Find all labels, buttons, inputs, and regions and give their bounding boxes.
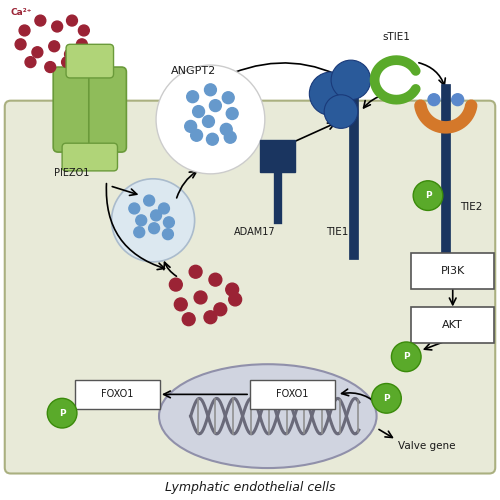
Circle shape	[228, 293, 241, 306]
Circle shape	[331, 60, 370, 100]
Circle shape	[224, 132, 236, 143]
Circle shape	[170, 278, 182, 291]
Circle shape	[66, 15, 78, 26]
Circle shape	[134, 227, 144, 237]
Circle shape	[220, 124, 232, 136]
Circle shape	[310, 72, 353, 116]
Circle shape	[35, 15, 46, 26]
Circle shape	[62, 56, 72, 68]
FancyBboxPatch shape	[250, 380, 335, 409]
FancyBboxPatch shape	[53, 67, 91, 152]
Circle shape	[222, 92, 234, 104]
Text: ANGPT2: ANGPT2	[171, 66, 216, 76]
Circle shape	[214, 303, 227, 316]
Text: Valve gene: Valve gene	[398, 441, 456, 451]
Text: P: P	[424, 191, 432, 200]
Circle shape	[413, 181, 443, 210]
Text: Ca²⁺: Ca²⁺	[10, 8, 32, 16]
Text: FOXO1: FOXO1	[102, 390, 134, 400]
Circle shape	[48, 398, 77, 428]
Text: P: P	[59, 408, 66, 418]
Circle shape	[144, 195, 154, 206]
Text: sTIE1: sTIE1	[382, 32, 410, 42]
Circle shape	[226, 108, 238, 120]
Circle shape	[190, 130, 202, 141]
Circle shape	[158, 203, 170, 214]
FancyBboxPatch shape	[260, 140, 296, 172]
Circle shape	[204, 311, 217, 324]
Circle shape	[150, 210, 162, 221]
Text: PI3K: PI3K	[440, 266, 465, 276]
Circle shape	[76, 39, 88, 50]
FancyBboxPatch shape	[62, 143, 118, 171]
Circle shape	[15, 39, 26, 50]
Circle shape	[189, 266, 202, 278]
Circle shape	[25, 56, 36, 68]
Circle shape	[452, 94, 464, 106]
Circle shape	[202, 116, 214, 128]
Text: AKT: AKT	[442, 320, 463, 330]
Circle shape	[19, 25, 30, 36]
Circle shape	[156, 65, 265, 174]
Circle shape	[192, 106, 204, 118]
Text: P: P	[403, 352, 409, 362]
FancyBboxPatch shape	[66, 44, 114, 78]
Text: TIE1: TIE1	[326, 227, 348, 237]
Text: PIEZO1: PIEZO1	[54, 168, 90, 178]
FancyBboxPatch shape	[411, 253, 494, 288]
Circle shape	[45, 62, 56, 72]
Circle shape	[49, 41, 59, 51]
Circle shape	[194, 291, 207, 304]
Circle shape	[136, 215, 146, 226]
Circle shape	[206, 134, 218, 145]
Circle shape	[52, 21, 62, 32]
Circle shape	[428, 94, 440, 106]
Circle shape	[372, 384, 402, 413]
FancyBboxPatch shape	[411, 308, 494, 343]
Circle shape	[324, 94, 358, 128]
Circle shape	[162, 228, 173, 239]
Circle shape	[32, 47, 43, 58]
Text: P: P	[383, 394, 390, 403]
Circle shape	[184, 120, 196, 132]
Circle shape	[186, 91, 198, 102]
FancyBboxPatch shape	[75, 380, 160, 409]
Circle shape	[226, 283, 238, 296]
Text: FOXO1: FOXO1	[276, 390, 308, 400]
Ellipse shape	[159, 364, 376, 468]
Text: Lymphatic endothelial cells: Lymphatic endothelial cells	[165, 481, 335, 494]
Circle shape	[129, 203, 140, 214]
Text: ADAM17: ADAM17	[234, 227, 276, 237]
Circle shape	[148, 223, 160, 234]
FancyBboxPatch shape	[5, 100, 495, 474]
Circle shape	[392, 342, 421, 372]
FancyBboxPatch shape	[89, 67, 126, 152]
Circle shape	[174, 298, 187, 311]
Circle shape	[64, 49, 76, 59]
Text: TIE2: TIE2	[460, 202, 482, 212]
Circle shape	[182, 313, 195, 326]
Circle shape	[112, 179, 194, 262]
Circle shape	[164, 217, 174, 228]
Circle shape	[78, 25, 90, 36]
Circle shape	[204, 84, 216, 96]
Circle shape	[209, 273, 222, 286]
Circle shape	[210, 100, 222, 112]
